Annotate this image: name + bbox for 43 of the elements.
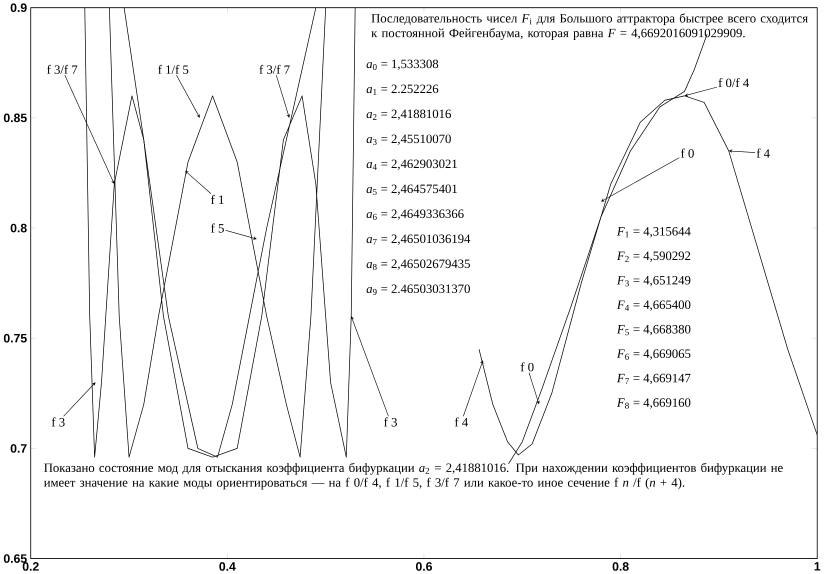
annotation: a$_{4}$ = 2,462903021 (366, 159, 457, 170)
annotation: f 3/f 7 (259, 64, 290, 74)
x-tick-label: 0.4 (219, 562, 236, 571)
annotation: f 1 (211, 194, 224, 204)
annotation: a$_{7}$ = 2,46501036194 (366, 234, 470, 245)
annotation: F$_{7}$ = 4,669147 (616, 374, 691, 384)
annotation: f 4 (454, 417, 468, 426)
y-tick-label: 0.65 (4, 554, 27, 563)
annotation: a$_{2}$ = 2,41881016 (366, 110, 451, 120)
annotation: f 5 (211, 223, 224, 233)
annotation: F$_{8}$ = 4,669160 (616, 398, 690, 409)
annotation: F$_{3}$ = 4,651249 (616, 276, 690, 286)
annotation: F$_{2}$ = 4,590292 (616, 251, 690, 262)
x-tick-label: 0.8 (612, 562, 629, 571)
annotation: a$_{1}$ = 2.252226 (366, 84, 438, 95)
annotation: f 4 (756, 148, 770, 158)
annotation: a$_{0}$ = 1,533308 (366, 60, 438, 70)
annotation: f 3/f 7 (47, 64, 78, 74)
annotation: a$_{6}$ = 2,4649336366 (366, 209, 464, 220)
y-tick-label: 0.7 (10, 444, 27, 453)
annotation: Последовательность чисел F$_{i}$ для Большого аттрактора быстрее всего сходится к постоянной Фейгенбаума, которая равна F = 4,6692016091029909. (371, 13, 808, 40)
annotation: f 0/f 4 (718, 78, 749, 88)
x-tick-label: 0.2 (22, 562, 39, 571)
annotation: f 1/f 5 (158, 64, 188, 74)
y-tick-label: 0.75 (4, 334, 27, 342)
y-tick-label: 0.8 (10, 224, 27, 232)
annotation: F$_{4}$ = 4,665400 (616, 300, 690, 311)
annotation: a$_{5}$ = 2,464575401 (366, 184, 457, 195)
annotation: f 0 (520, 362, 534, 372)
annotation: a$_{9}$ = 2.46503031370 (366, 284, 470, 295)
annotation: F$_{1}$ = 4,315644 (616, 226, 691, 238)
annotation: f 3 (52, 417, 65, 426)
annotation: F$_{6}$ = 4,669065 (616, 349, 690, 360)
y-tick-label: 0.85 (4, 113, 27, 122)
annotation: a$_{3}$ = 2,45510070 (366, 134, 451, 145)
annotation: f 3 (384, 417, 397, 426)
text: Показано состояние мод для отыскания коэффициента бифуркации a$_{2}$ = 2,41881016. При нахождении коэффициентов бифуркации не имеет значение на какие моды ориентироваться — на f 0/f 4, f 1/f 5, f 3/f 7 или какое-то иное сечение f n /f (n + 4). (44, 462, 783, 490)
y-tick-label: 0.9 (10, 3, 27, 12)
x-tick-label: 0.6 (416, 562, 432, 571)
annotation: F$_{5}$ = 4,668380 (616, 324, 690, 336)
annotation: f 0 (680, 148, 694, 158)
x-tick-label: 1 (814, 562, 820, 570)
annotation: a$_{8}$ = 2,46502679435 (366, 259, 470, 270)
